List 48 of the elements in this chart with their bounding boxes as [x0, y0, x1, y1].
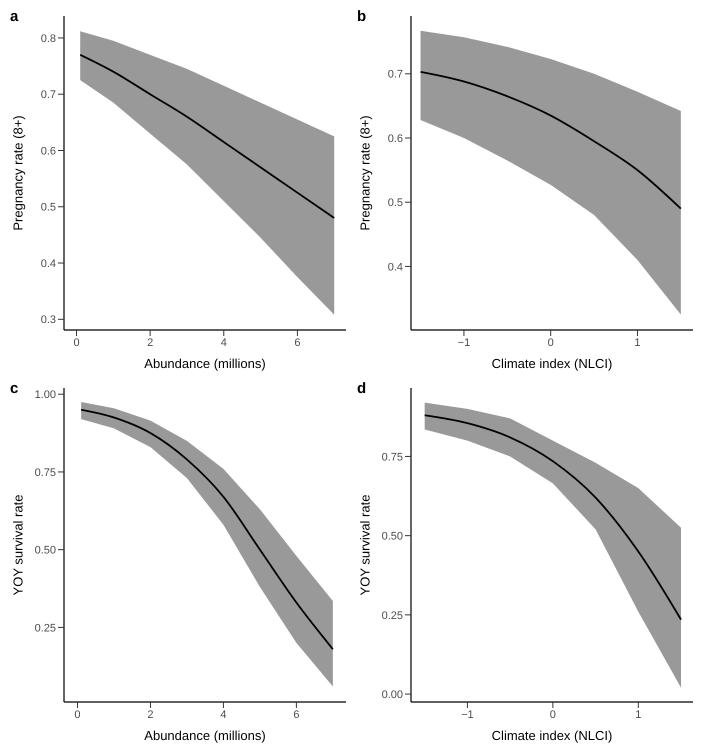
x-tick-label: 0	[548, 336, 554, 349]
y-tick-label: 0.4	[388, 261, 403, 274]
y-tick-label: 0.6	[40, 145, 56, 158]
x-axis-title: Abundance (millions)	[144, 728, 266, 743]
x-tick-label: 2	[147, 336, 154, 349]
y-tick-label: 0.3	[40, 314, 56, 326]
y-tick-label: 0.8	[40, 32, 56, 45]
y-tick-label: 0.4	[40, 258, 56, 270]
y-tick-label: 0.75	[34, 466, 56, 479]
y-axis-title: YOY survival rate	[10, 494, 26, 596]
x-axis-title: Climate index (NLCI)	[492, 356, 612, 371]
x-axis-title: Climate index (NLCI)	[492, 728, 612, 743]
chart-title: d	[357, 380, 366, 397]
x-tick-label: 1	[635, 708, 642, 721]
y-tick-label: 0.7	[388, 68, 403, 81]
x-tick-label: 1	[634, 336, 641, 349]
chart-title: c	[10, 380, 18, 397]
y-axis-title: YOY survival rate	[358, 494, 373, 596]
y-tick-label: 0.7	[40, 89, 56, 102]
x-axis-title: Abundance (millions)	[144, 356, 266, 371]
x-tick-label: 6	[294, 336, 300, 349]
y-tick-label: 0.00	[382, 688, 403, 701]
y-tick-label: 0.6	[388, 132, 403, 145]
y-tick-label: 0.5	[388, 197, 403, 210]
y-tick-label: 0.75	[382, 451, 403, 464]
line-series	[79, 54, 336, 219]
x-tick-label: 0	[73, 336, 80, 349]
y-tick-label: 0.50	[382, 530, 403, 543]
line-series	[420, 70, 682, 210]
y-axis-title: Pregnancy rate (8+)	[10, 115, 26, 231]
line-series	[424, 414, 682, 621]
y-tick-label: 0.50	[34, 544, 56, 557]
y-tick-label: 1.00	[34, 389, 56, 402]
x-tick-label: −1	[461, 708, 474, 721]
chart-title: b	[357, 8, 366, 25]
x-tick-label: −1	[458, 336, 470, 349]
x-tick-label: 4	[220, 708, 226, 721]
x-tick-label: 4	[220, 336, 227, 349]
y-tick-label: 0.25	[34, 622, 56, 634]
x-tick-label: 2	[147, 708, 154, 721]
line-series	[80, 408, 334, 650]
x-tick-label: 6	[293, 708, 300, 721]
y-axis-title: Pregnancy rate (8+)	[358, 115, 373, 231]
x-tick-label: 0	[550, 708, 556, 721]
x-tick-label: 0	[74, 708, 81, 721]
y-tick-label: 0.5	[40, 202, 56, 214]
y-tick-label: 0.25	[382, 610, 403, 622]
chart-title: a	[10, 8, 18, 25]
